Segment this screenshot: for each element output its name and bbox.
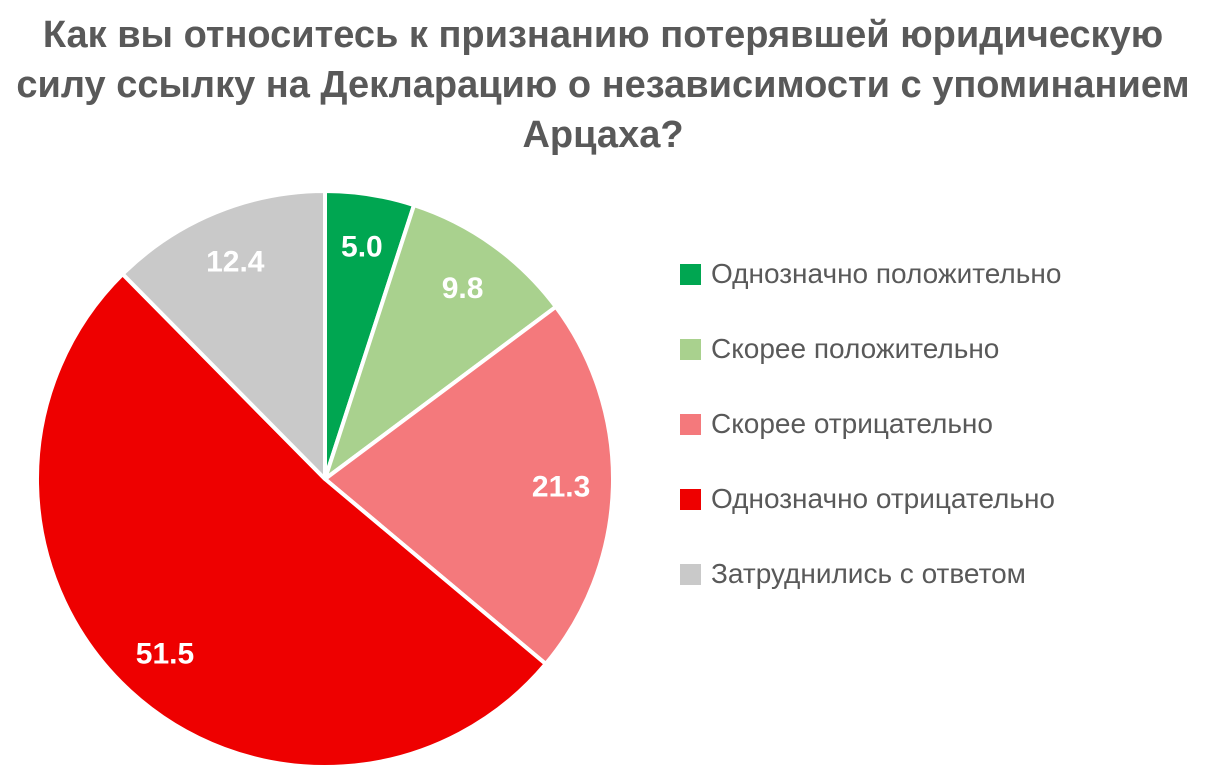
legend: Однозначно положительно Скорее положитель…: [680, 260, 1061, 588]
legend-item: Скорее положительно: [680, 335, 1061, 363]
pie-chart: 5.0 9.8 21.3 51.5 12.4: [34, 189, 615, 770]
legend-item: Однозначно отрицательно: [680, 485, 1061, 513]
legend-swatch: [680, 563, 701, 585]
legend-label: Однозначно положительно: [711, 258, 1062, 290]
legend-label: Затруднились с ответом: [711, 558, 1026, 590]
legend-label: Скорее отрицательно: [711, 408, 993, 440]
legend-swatch: [680, 338, 701, 360]
pie-slice-label: 12.4: [206, 246, 265, 279]
legend-swatch: [680, 263, 701, 285]
legend-label: Однозначно отрицательно: [711, 483, 1055, 515]
legend-item: Однозначно положительно: [680, 260, 1061, 288]
pie-chart-figure: Как вы относитесь к признанию потерявшей…: [0, 10, 1206, 770]
pie-slice: [120, 189, 327, 482]
legend-label: Скорее положительно: [711, 333, 1000, 365]
pie-slice-label: 5.0: [341, 231, 383, 264]
chart-title: Как вы относитесь к признанию потерявшей…: [16, 14, 1190, 157]
pie-slice-label: 21.3: [532, 471, 590, 504]
pie-slice: [323, 305, 615, 667]
legend-item: Скорее отрицательно: [680, 410, 1061, 438]
legend-swatch: [680, 413, 701, 435]
pie-slice-label: 9.8: [442, 273, 484, 306]
legend-item: Затруднились с ответом: [680, 560, 1061, 588]
legend-swatch: [680, 488, 701, 510]
pie-slice: [323, 203, 558, 482]
pie-slice-label: 51.5: [136, 638, 194, 671]
chart-content: 5.0 9.8 21.3 51.5 12.4 Однозначно положитель…: [0, 180, 1206, 776]
